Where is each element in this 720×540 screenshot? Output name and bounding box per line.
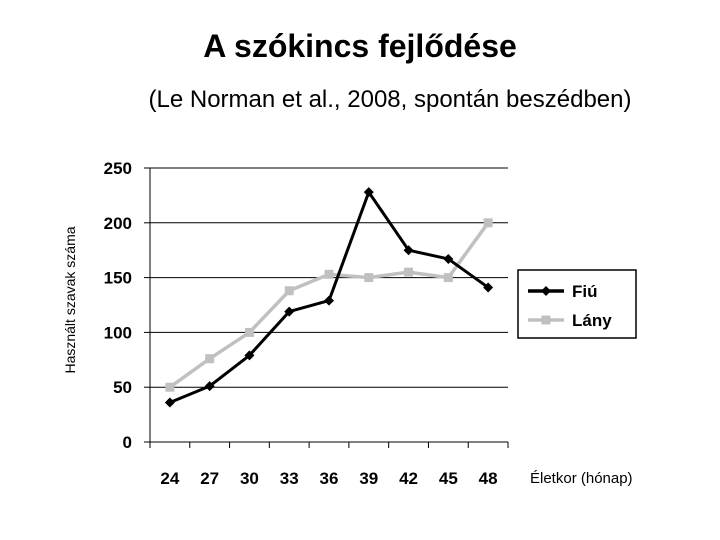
series-Fiú: [164, 187, 494, 408]
data-point: [363, 187, 374, 198]
legend: Fiú Lány: [517, 269, 637, 339]
data-point: [483, 218, 493, 228]
x-tick-label: 33: [280, 469, 299, 488]
data-point: [244, 327, 254, 337]
data-point: [204, 381, 215, 392]
data-point: [443, 273, 453, 283]
x-axis-label: Életkor (hónap): [530, 470, 633, 487]
data-point: [324, 269, 334, 279]
data-point: [244, 350, 255, 361]
x-tick-label: 48: [479, 469, 498, 488]
data-point: [403, 245, 414, 256]
x-tick-labels: 24 27 30 33 36 39 42 45 48: [160, 469, 497, 488]
data-point: [404, 267, 414, 277]
legend-swatch-marker: [541, 315, 551, 325]
data-point: [284, 306, 295, 317]
chart-subtitle: (Le Norman et al., 2008, spontán beszédb…: [148, 86, 632, 113]
data-point: [165, 382, 175, 392]
data-point: [284, 286, 294, 296]
x-tick-label: 24: [160, 469, 179, 488]
y-tick-label: 100: [104, 323, 132, 342]
data-point: [205, 354, 215, 364]
axes: [144, 167, 509, 448]
x-tick-label: 45: [439, 469, 458, 488]
data-point: [483, 282, 494, 293]
legend-label: Lány: [572, 311, 612, 330]
x-tick-label: 42: [399, 469, 418, 488]
y-tick-label: 150: [104, 269, 132, 288]
series-Lány: [165, 218, 493, 392]
y-tick-label: 250: [104, 159, 132, 178]
legend-box: [517, 269, 637, 339]
y-tick-labels: 0 50 100 150 200 250: [104, 159, 132, 452]
chart-title: A szókincs fejlődése: [203, 28, 517, 64]
x-tick-label: 27: [200, 469, 219, 488]
y-tick-label: 0: [123, 433, 132, 452]
data-point: [324, 295, 334, 306]
x-tick-label: 39: [359, 469, 378, 488]
data-point: [443, 253, 454, 264]
data-point: [164, 397, 175, 408]
series: [164, 187, 494, 408]
y-tick-label: 200: [104, 214, 132, 233]
x-tick-label: 30: [240, 469, 259, 488]
data-point: [364, 273, 374, 283]
legend-swatch-marker: [541, 286, 551, 296]
legend-label: Fiú: [572, 282, 598, 301]
x-tick-label: 36: [320, 469, 339, 488]
y-tick-label: 50: [113, 378, 132, 397]
